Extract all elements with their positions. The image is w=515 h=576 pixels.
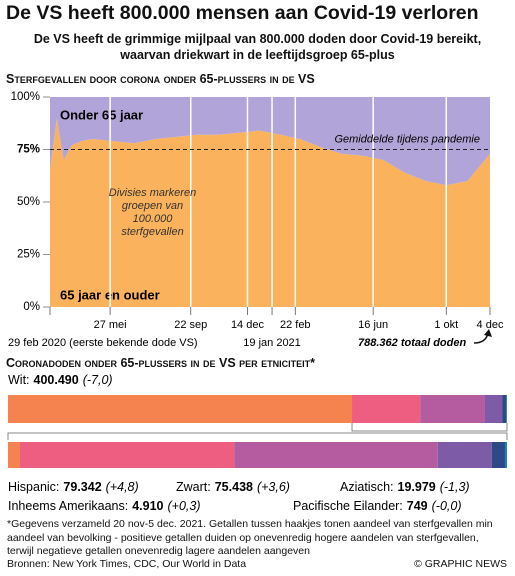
x-tick-label: 22 feb bbox=[280, 319, 311, 331]
x-tick-label: 16 jun bbox=[358, 319, 388, 331]
x-tick-label: 22 sep bbox=[174, 319, 207, 331]
x-tick-label: 14 dec bbox=[231, 319, 265, 331]
bar-segment bbox=[484, 395, 503, 423]
value-label: 400.490 bbox=[34, 373, 79, 387]
bracket bbox=[7, 423, 508, 440]
value-label: 19.979 bbox=[398, 480, 436, 494]
area bbox=[50, 97, 490, 186]
x-tick-label: 19 jan 2021 bbox=[243, 337, 301, 349]
change-label: (-0,0) bbox=[432, 499, 462, 513]
category-label: Aziatisch: 19.979 (-1,3) bbox=[340, 480, 470, 494]
bar-segment bbox=[8, 442, 20, 468]
change-label: (+4,8) bbox=[106, 480, 139, 494]
change-label: (+3,6) bbox=[257, 480, 290, 494]
value-label: 4.910 bbox=[132, 499, 163, 513]
section-title: Sterfgevallen door corona onder 65-pluss… bbox=[6, 72, 315, 86]
change-label: (+0,3) bbox=[167, 499, 200, 513]
category-name: Wit: bbox=[8, 373, 30, 387]
bar-segment bbox=[504, 442, 507, 468]
x-tick-label: 1 okt bbox=[434, 319, 458, 331]
change-label: (-7,0) bbox=[83, 373, 113, 387]
value-label: 79.342 bbox=[63, 480, 101, 494]
bar-segment bbox=[352, 395, 421, 423]
bar-segment bbox=[8, 395, 353, 423]
bar-segment bbox=[437, 442, 492, 468]
bar-segment bbox=[20, 442, 235, 468]
bar-segment bbox=[491, 442, 505, 468]
average-label: Gemiddelde tijdens pandemie bbox=[334, 133, 480, 145]
category-name: Aziatisch: bbox=[340, 480, 394, 494]
bar-segment bbox=[234, 442, 438, 468]
category-label: Wit: 400.490 (-7,0) bbox=[8, 373, 113, 387]
total-label: 788.362 totaal doden bbox=[358, 337, 466, 349]
category-name: Pacifische Eilander: bbox=[293, 499, 403, 513]
x-tick-label: 27 mei bbox=[94, 319, 127, 331]
category-label: Zwart: 75.438 (+3,6) bbox=[176, 480, 290, 494]
annotation: Divisies markeren groepen van 100.000 st… bbox=[108, 187, 197, 238]
footnote: *Gegevens verzameld 20 nov-5 dec. 2021. … bbox=[7, 518, 493, 557]
category-label: Pacifische Eilander: 749 (-0,0) bbox=[293, 499, 462, 513]
value-label: 749 bbox=[407, 499, 428, 513]
y-tick-label: 50% bbox=[17, 196, 40, 208]
y-tick-label: 25% bbox=[17, 249, 40, 261]
y-tick-label: 0% bbox=[23, 301, 40, 313]
x-tick-label: 29 feb 2020 (eerste bekende dode VS) bbox=[8, 337, 198, 349]
series-label: Onder 65 jaar bbox=[60, 107, 143, 122]
bar-segment bbox=[502, 395, 507, 423]
y-tick-label: 100% bbox=[11, 91, 40, 103]
arrowhead bbox=[484, 329, 492, 337]
section-title: Coronadoden onder 65-plussers in de VS p… bbox=[6, 356, 315, 370]
value-label: 75.438 bbox=[215, 480, 253, 494]
subtitle: De VS heeft de grimmige mijlpaal van 800… bbox=[33, 32, 482, 62]
category-label: Hispanic: 79.342 (+4,8) bbox=[8, 480, 139, 494]
x-tick-label: 4 dec bbox=[477, 319, 504, 331]
title: De VS heeft 800.000 mensen aan Covid-19 … bbox=[6, 2, 479, 24]
category-name: Zwart: bbox=[176, 480, 211, 494]
category-name: Hispanic: bbox=[8, 480, 59, 494]
bar-segment bbox=[420, 395, 485, 423]
bar-segment bbox=[506, 395, 507, 423]
category-name: Inheems Amerikaans: bbox=[8, 499, 128, 513]
credit: © GRAPHIC NEWS bbox=[414, 558, 507, 570]
change-label: (-1,3) bbox=[440, 480, 470, 494]
source: Bronnen: New York Times, CDC, Our World … bbox=[7, 558, 247, 570]
y-tick-label: 75% bbox=[17, 144, 40, 156]
category-label: Inheems Amerikaans: 4.910 (+0,3) bbox=[8, 499, 201, 513]
area bbox=[50, 118, 490, 307]
